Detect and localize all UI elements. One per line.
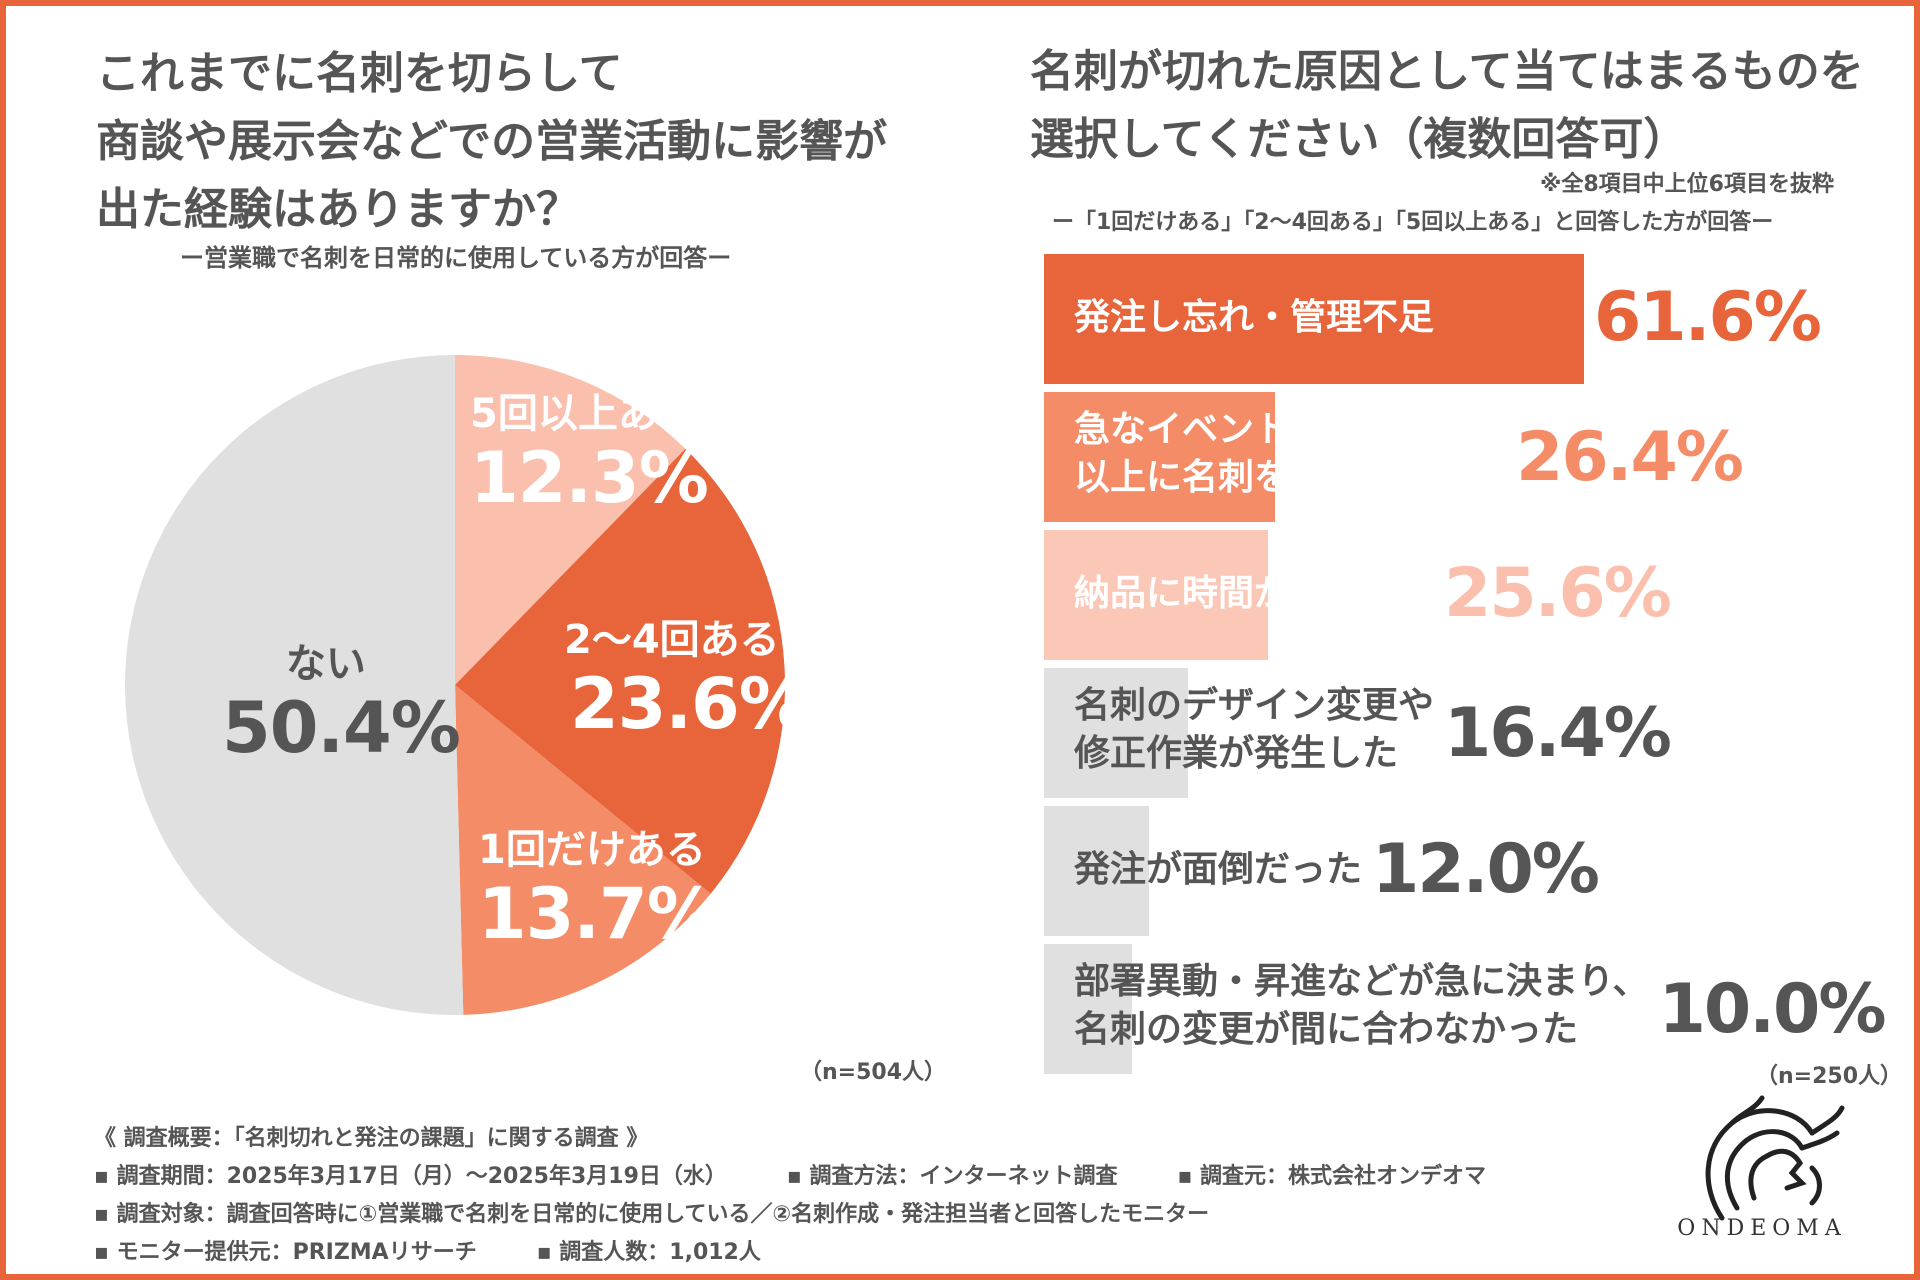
bar [1044,254,1584,384]
bar-label: 発注が面倒だった [1074,846,1362,894]
pie-label-pct: 13.7% [478,873,717,955]
right-sample-size: （n=250人） [1756,1064,1903,1089]
survey-monitor: ▪ モニター提供元：PRIZMAリサーチ [94,1240,477,1265]
bar-label: 急なイベントや商談で想定 以上に名刺を使用した [1074,406,1506,502]
survey-heading: 《 調査概要：「名刺切れと発注の課題」に関する調査 》 [94,1126,649,1151]
bar-row: 納品に時間がかかった 25.6% [1044,530,1864,660]
survey-method: ▪ 調査方法：インターネット調査 [786,1164,1118,1189]
pie-slice [455,685,711,1015]
bar [1044,806,1149,936]
pie-label-name: 1回だけある [478,827,706,873]
bar [1044,530,1268,660]
brand-name: ONDEOMA [1677,1216,1847,1241]
survey-source: ▪ 調査元：株式会社オンデオマ [1177,1164,1487,1189]
bar-label: 発注し忘れ・管理不足 [1074,294,1434,342]
bar-row: 部署異動・昇進などが急に決まり、 名刺の変更が間に合わなかった 10.0% [1044,944,1886,1074]
bar-row: 急なイベントや商談で想定 以上に名刺を使用した 26.4% [1044,392,1864,522]
right-title-line: 選択してください（複数回答可） [1030,114,1688,165]
bar [1044,668,1188,798]
left-title-line: 商談や展示会などでの営業活動に影響が [96,116,888,167]
left-title-line: これまでに名刺を切らして [96,48,623,99]
bar-label-line: 急なイベントや商談で想定 [1074,409,1507,450]
bar-value: 12.0% [1372,830,1600,909]
survey-count: ▪ 調査人数：1,012人 [536,1240,761,1265]
bar-label: 納品に時間がかかった [1074,570,1434,618]
bar-label-line: 発注し忘れ・管理不足 [1074,297,1435,338]
survey-row: ▪ モニター提供元：PRIZMAリサーチ ▪ 調査人数：1,012人 [94,1234,1546,1272]
right-chart-note: ※全8項目中上位6項目を抜粋 [1539,172,1834,197]
right-title-line: 名刺が切れた原因として当てはまるものを [1030,46,1864,97]
bar-value: 10.0% [1658,970,1887,1049]
pie-label-pct: 50.4% [222,687,461,769]
lion-icon [1705,1095,1845,1221]
pie-label-pct: 12.3% [470,437,709,519]
pie-label-once: 1回だけある 13.7% [478,826,717,955]
bar-label: 名刺のデザイン変更や 修正作業が発生した [1074,682,1434,778]
left-chart-title: これまでに名刺を切らして 商談や展示会などでの営業活動に影響が 出た経験はありま… [96,40,956,244]
right-chart-title: 名刺が切れた原因として当てはまるものを 選択してください（複数回答可） [1030,38,1890,174]
pie-label-name: 2〜4回ある [564,617,780,663]
bar-value: 61.6% [1594,278,1822,357]
pie-slice [455,355,686,685]
survey-overview: 《 調査概要：「名刺切れと発注の課題」に関する調査 》 ▪ 調査期間：2025年… [94,1120,1546,1272]
right-chart-subtitle: ー「1回だけある」「2〜4回ある」「5回以上ある」と回答した方が回答ー [1052,210,1774,235]
pie-slice [124,355,464,1016]
left-sample-size: （n=504人） [800,1060,947,1085]
survey-period: ▪ 調査期間：2025年3月17日（月）〜2025年3月19日（水） [94,1164,727,1189]
survey-row: ▪ 調査期間：2025年3月17日（月）〜2025年3月19日（水） ▪ 調査方法… [94,1158,1546,1196]
bar-value: 16.4% [1444,694,1672,773]
pie-slice [455,448,785,894]
bar-row: 発注し忘れ・管理不足 61.6% [1044,254,1864,384]
left-title-line: 出た経験はありますか？ [96,184,580,235]
bar-label-line: 部署異動・昇進などが急に決まり、 [1074,961,1649,1002]
bar-value: 26.4% [1516,418,1744,497]
pie-label-name: 5回以上ある [470,391,698,437]
bar-label-line: 名刺のデザイン変更や [1074,685,1435,726]
bar [1044,392,1275,522]
bar-label-line: 名刺の変更が間に合わなかった [1074,1009,1579,1050]
pie-label-2to4: 2〜4回ある 23.6% [564,616,809,745]
bar-label: 部署異動・昇進などが急に決まり、 名刺の変更が間に合わなかった [1074,958,1649,1054]
pie-label-pct: 23.6% [570,663,809,745]
bar-label-line: 発注が面倒だった [1074,849,1363,890]
bar-label-line: 納品に時間がかかった [1074,573,1435,614]
bar-value: 25.6% [1444,554,1672,633]
bar [1044,944,1132,1074]
pie-chart [124,355,785,1016]
pie-label-none: ない 50.4% [222,640,461,769]
pie-label-5plus: 5回以上ある 12.3% [470,390,709,519]
bar-row: 名刺のデザイン変更や 修正作業が発生した 16.4% [1044,668,1864,798]
pie-label-name: ない [285,641,366,687]
survey-target: ▪ 調査対象：調査回答時に①営業職で名刺を日常的に使用している／②名刺作成・発注… [94,1202,1210,1227]
bar-label-line: 以上に名刺を使用した [1074,457,1435,498]
bar-label-line: 修正作業が発生した [1074,733,1399,774]
bar-row: 発注が面倒だった 12.0% [1044,806,1864,936]
left-chart-subtitle: ー営業職で名刺を日常的に使用している方が回答ー [180,244,732,272]
